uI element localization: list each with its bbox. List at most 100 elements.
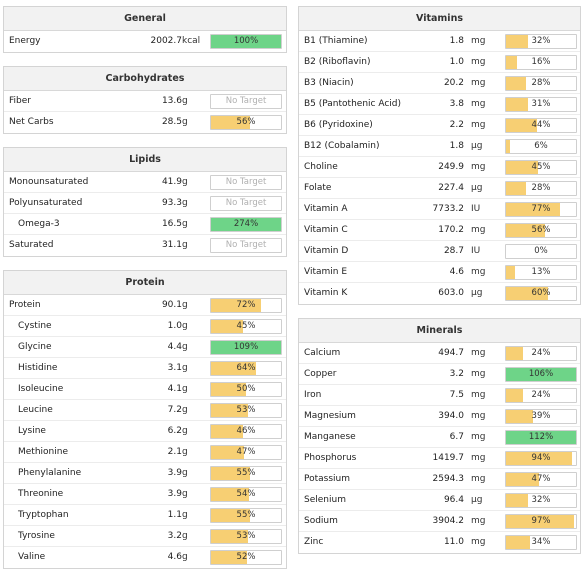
nutrient-row-cystine: Cystine 1.0 g 45% xyxy=(4,316,286,337)
nutrient-amount: 93.3 xyxy=(161,198,182,208)
target-progress-fill xyxy=(211,362,256,375)
target-progress-label: 32% xyxy=(531,495,551,505)
target-progress-bar: 55% xyxy=(210,508,282,523)
nutrient-name: Tyrosine xyxy=(18,531,55,541)
nutrient-name: B12 (Cobalamin) xyxy=(304,141,380,151)
target-progress-fill xyxy=(506,431,576,444)
target-progress-label: 47% xyxy=(531,474,551,484)
nutrient-unit: kcal xyxy=(182,36,201,46)
nutrient-unit: mg xyxy=(471,57,486,67)
nutrient-unit: g xyxy=(182,384,188,394)
target-progress-bar: 34% xyxy=(505,535,577,550)
target-progress-bar: 0% xyxy=(505,244,577,259)
minerals-panel: Minerals Calcium 494.7 mg 24% Copper 3.2 mg 106… xyxy=(298,318,581,554)
nutrient-amount: 2002.7 xyxy=(150,36,183,46)
target-progress-label: 274% xyxy=(233,219,259,229)
target-progress-bar: 13% xyxy=(505,265,577,280)
target-progress-fill xyxy=(506,452,572,465)
nutrient-unit: g xyxy=(182,177,188,187)
nutrient-unit: g xyxy=(182,510,188,520)
target-progress-fill xyxy=(506,182,526,195)
nutrient-row-monounsaturated: Monounsaturated 41.9 g No Target xyxy=(4,172,286,193)
nutrient-name: B2 (Riboflavin) xyxy=(304,57,371,67)
target-progress-fill xyxy=(506,119,537,132)
nutrient-name: Vitamin K xyxy=(304,288,348,298)
target-progress-fill xyxy=(506,410,534,423)
nutrient-amount: 7.5 xyxy=(449,390,464,400)
target-progress-bar: 16% xyxy=(505,55,577,70)
nutrient-name: Phosphorus xyxy=(304,453,357,463)
target-progress-label: 13% xyxy=(531,267,551,277)
nutrient-unit: mg xyxy=(471,348,486,358)
nutrient-amount: 249.9 xyxy=(438,162,464,172)
nutrient-unit: µg xyxy=(471,141,483,151)
nutrient-name: Magnesium xyxy=(304,411,356,421)
nutrient-row-magnesium: Magnesium 394.0 mg 39% xyxy=(299,406,580,427)
target-progress-fill xyxy=(506,56,518,69)
target-progress-fill xyxy=(506,224,546,237)
nutrient-unit: mg xyxy=(471,411,486,421)
target-progress-fill xyxy=(506,203,560,216)
target-progress-fill xyxy=(211,530,249,543)
nutrient-amount: 13.6 xyxy=(161,96,182,106)
nutrient-amount: 2.1 xyxy=(167,447,182,457)
nutrient-name: Threonine xyxy=(18,489,64,499)
nutrient-name: B1 (Thiamine) xyxy=(304,36,368,46)
nutrient-amount: 4.1 xyxy=(167,384,182,394)
nutrient-amount: 4.6 xyxy=(167,552,182,562)
nutrient-name: B3 (Niacin) xyxy=(304,78,354,88)
nutrient-amount: 6.2 xyxy=(167,426,182,436)
nutrient-unit: mg xyxy=(471,162,486,172)
target-progress-label: No Target xyxy=(225,96,267,106)
general-panel-title: General xyxy=(4,7,286,31)
target-progress-fill xyxy=(211,299,262,312)
target-progress-bar: No Target xyxy=(210,94,282,109)
target-progress-bar: 53% xyxy=(210,403,282,418)
target-progress-fill xyxy=(211,218,281,231)
nutrient-row-fiber: Fiber 13.6 g No Target xyxy=(4,91,286,112)
nutrient-name: Net Carbs xyxy=(9,117,54,127)
nutrient-unit: mg xyxy=(471,267,486,277)
target-progress-fill xyxy=(506,368,576,381)
nutrient-name: Calcium xyxy=(304,348,341,358)
nutrient-row-manganese: Manganese 6.7 mg 112% xyxy=(299,427,580,448)
nutrient-unit: IU xyxy=(471,246,481,256)
nutrient-amount: 1.0 xyxy=(167,321,182,331)
nutrient-unit: g xyxy=(182,531,188,541)
nutrient-row-vitamin-c: Vitamin C 170.2 mg 56% xyxy=(299,220,580,241)
target-progress-label: 97% xyxy=(531,516,551,526)
target-progress-bar: 24% xyxy=(505,388,577,403)
nutrient-row-choline: Choline 249.9 mg 45% xyxy=(299,157,580,178)
target-progress-bar: 97% xyxy=(505,514,577,529)
nutrient-amount: 6.7 xyxy=(449,432,464,442)
target-progress-bar: No Target xyxy=(210,196,282,211)
nutrient-row-glycine: Glycine 4.4 g 109% xyxy=(4,337,286,358)
nutrient-amount: 3.1 xyxy=(167,363,182,373)
target-progress-bar: 28% xyxy=(505,76,577,91)
target-progress-label: No Target xyxy=(225,198,267,208)
nutrient-amount: 394.0 xyxy=(438,411,464,421)
nutrient-name: Lysine xyxy=(18,426,46,436)
nutrient-unit: g xyxy=(182,219,188,229)
nutrient-row-net-carbs: Net Carbs 28.5 g 56% xyxy=(4,112,286,133)
nutrient-row-sodium: Sodium 3904.2 mg 97% xyxy=(299,511,580,532)
nutrient-row-tyrosine: Tyrosine 3.2 g 53% xyxy=(4,526,286,547)
nutrient-name: Polyunsaturated xyxy=(9,198,83,208)
target-progress-bar: 72% xyxy=(210,298,282,313)
target-progress-fill xyxy=(211,509,250,522)
target-progress-label: 52% xyxy=(236,552,256,562)
nutrient-name: Glycine xyxy=(18,342,52,352)
target-progress-fill xyxy=(506,494,529,507)
target-progress-label: No Target xyxy=(225,240,267,250)
nutrient-amount: 20.2 xyxy=(443,78,464,88)
target-progress-bar: 94% xyxy=(505,451,577,466)
nutrient-name: Valine xyxy=(18,552,46,562)
target-progress-fill xyxy=(211,320,243,333)
nutrient-amount: 96.4 xyxy=(443,495,464,505)
nutrient-name: Isoleucine xyxy=(18,384,64,394)
target-progress-bar: 112% xyxy=(505,430,577,445)
target-progress-fill xyxy=(506,266,516,279)
target-progress-bar: 109% xyxy=(210,340,282,355)
nutrient-row-saturated: Saturated 31.1 g No Target xyxy=(4,235,286,256)
nutrient-row-phenylalanine: Phenylalanine 3.9 g 55% xyxy=(4,463,286,484)
